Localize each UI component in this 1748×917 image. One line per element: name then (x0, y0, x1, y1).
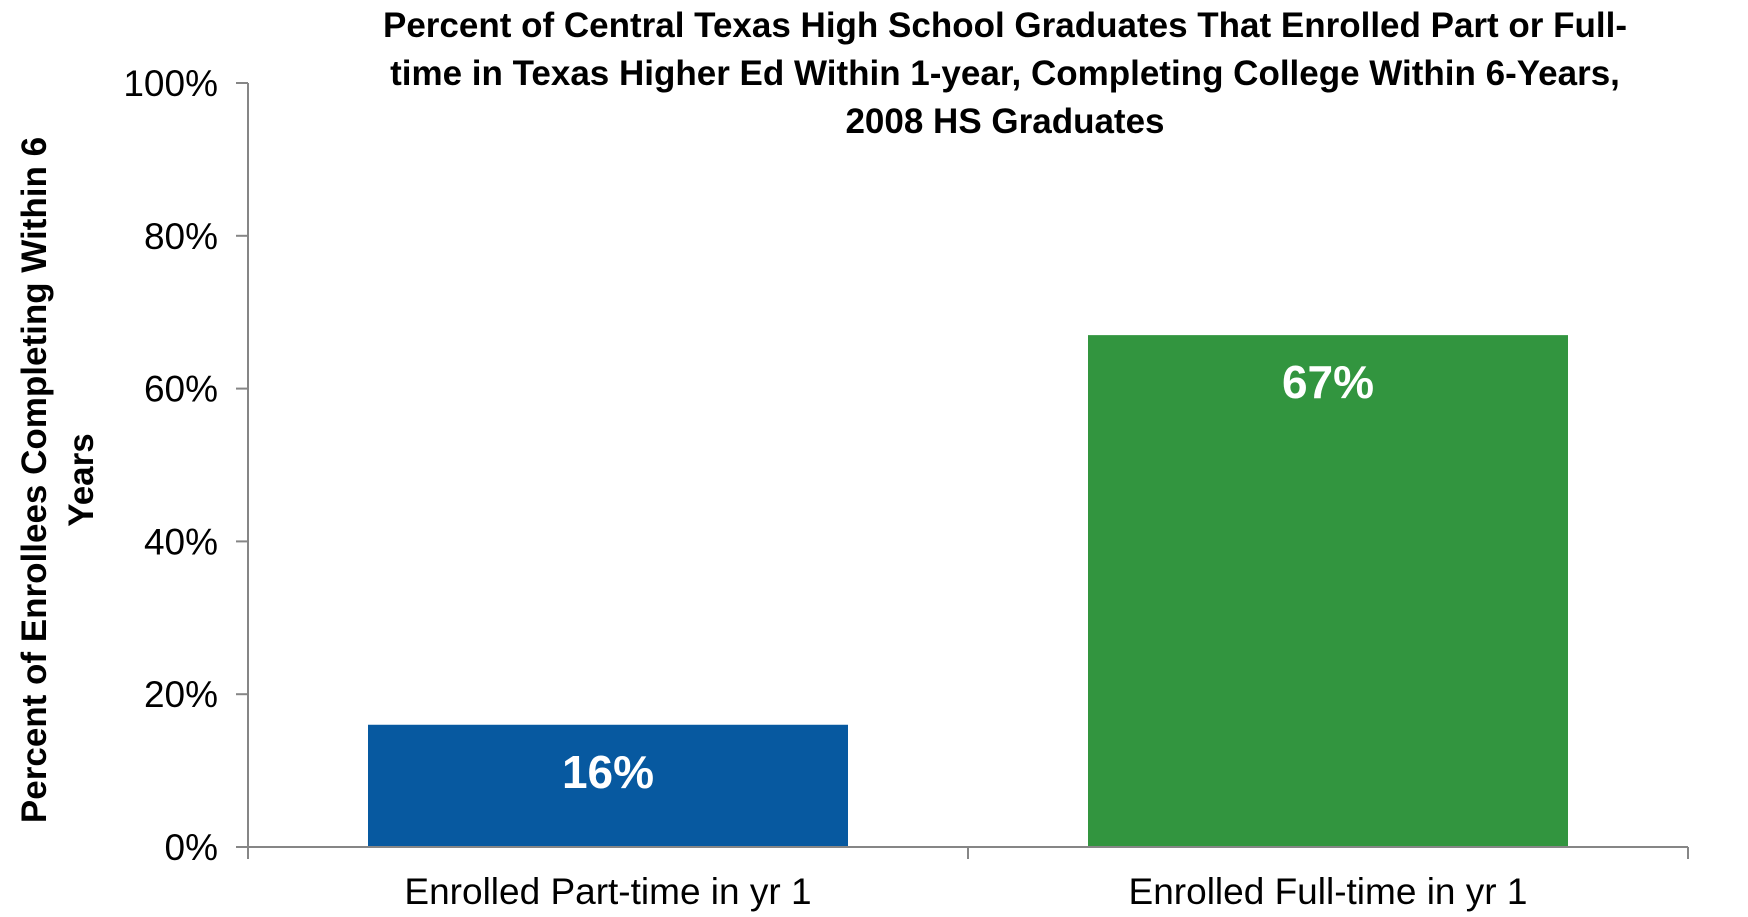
y-tick-label: 20% (144, 674, 218, 715)
y-axis-label-line-1: Percent of Enrollees Completing Within 6 (15, 137, 54, 823)
y-axis-ticks: 0% 20% 40% 60% 80% 100% (123, 63, 218, 868)
x-axis-ticks: Enrolled Part-time in yr 1 Enrolled Full-… (404, 871, 1527, 912)
data-labels: 16% 67% (562, 356, 1374, 798)
y-axis-label-line-2: Years (62, 433, 101, 526)
data-label: 16% (562, 746, 654, 798)
x-tick-label: Enrolled Part-time in yr 1 (404, 871, 811, 912)
bar (368, 724, 848, 847)
bar (1088, 335, 1568, 847)
y-tick-label: 40% (144, 521, 218, 562)
y-tick-label: 0% (165, 827, 218, 868)
chart-title-line-1: Percent of Central Texas High School Gra… (383, 6, 1627, 45)
y-tick-label: 60% (144, 369, 218, 410)
chart-title-line-2: time in Texas Higher Ed Within 1-year, C… (390, 54, 1620, 93)
chart-title: Percent of Central Texas High School Gra… (383, 6, 1627, 141)
y-axis-label: Percent of Enrollees Completing Within 6… (15, 137, 101, 823)
y-tick-label: 80% (144, 216, 218, 257)
data-label: 67% (1282, 356, 1374, 408)
chart-title-line-3: 2008 HS Graduates (845, 102, 1164, 141)
axes (236, 82, 1689, 859)
bars (368, 335, 1568, 847)
y-tick-label: 100% (123, 63, 218, 104)
x-tick-label: Enrolled Full-time in yr 1 (1129, 871, 1528, 912)
